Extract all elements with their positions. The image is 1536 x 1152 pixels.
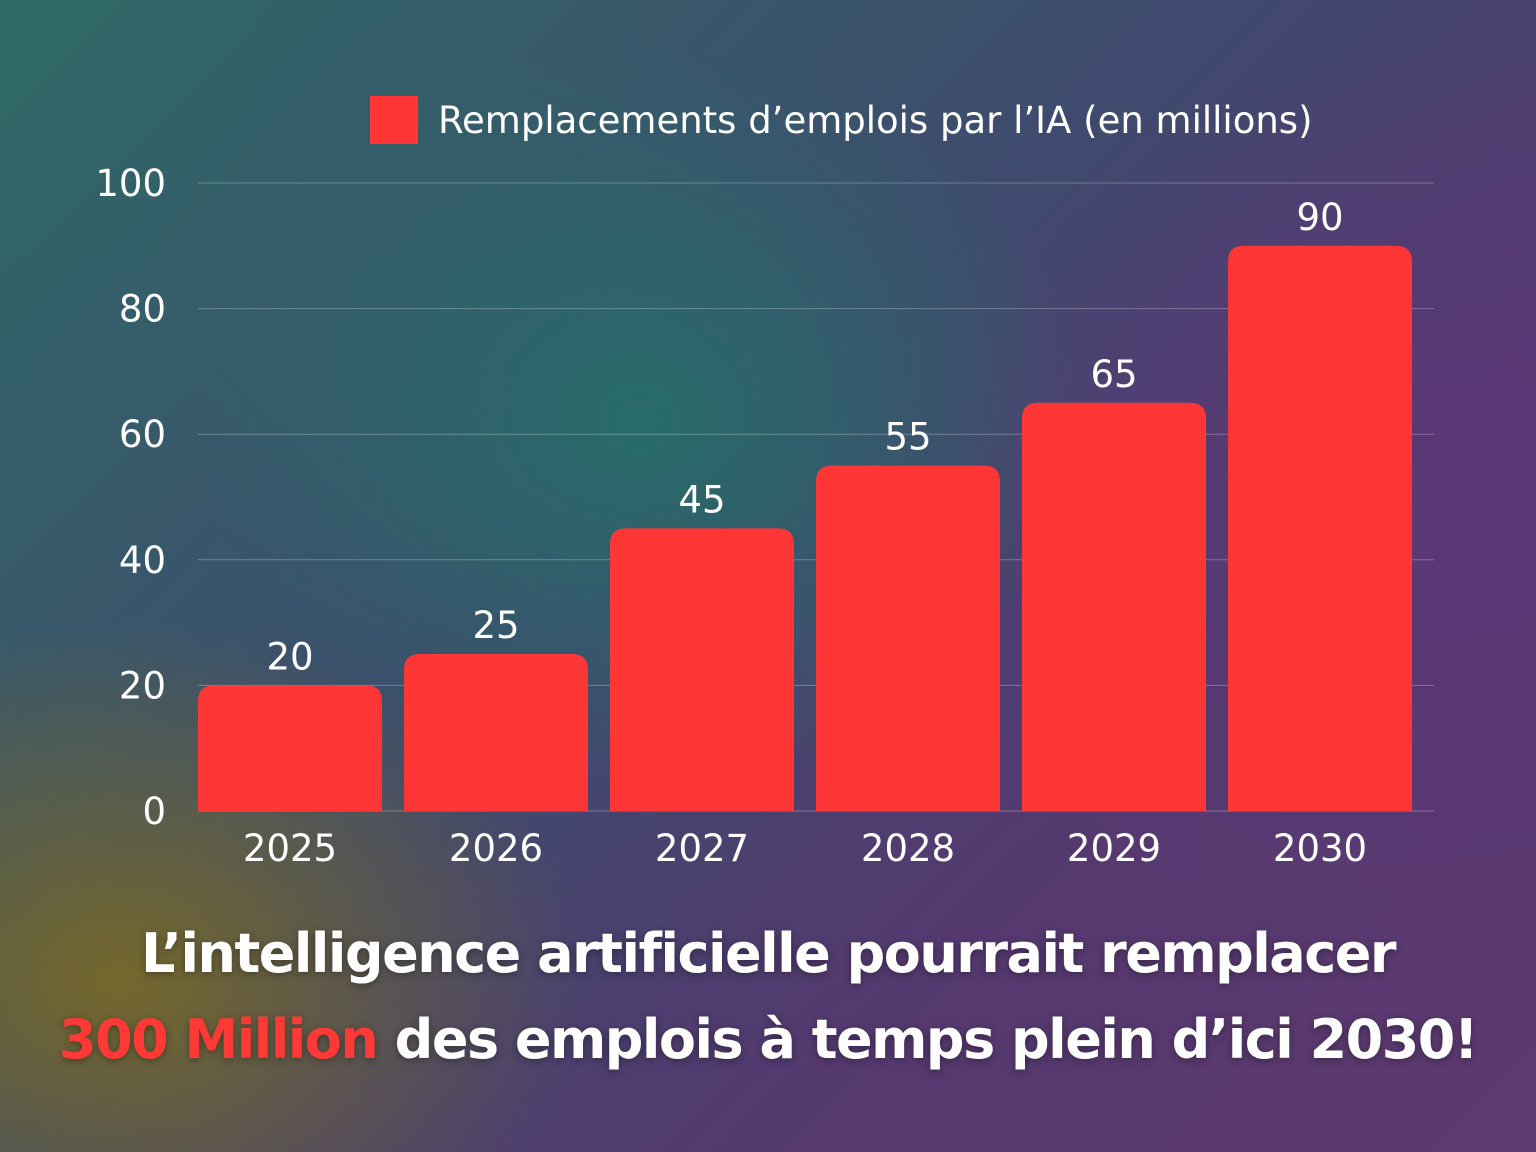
bar-2030	[1228, 245, 1412, 812]
x-tick-label-2028: 2028	[861, 827, 955, 870]
data-label-2028: 55	[884, 416, 931, 459]
y-tick-label: 40	[119, 539, 166, 582]
x-tick-label-2029: 2029	[1067, 827, 1161, 870]
bar-2028	[816, 465, 1000, 811]
y-tick-label: 100	[95, 162, 166, 205]
headline-highlight: 300 Million	[59, 1008, 379, 1071]
x-tick-label-2027: 2027	[655, 827, 749, 870]
bar-2026	[404, 654, 588, 811]
x-tick-label-2026: 2026	[449, 827, 543, 870]
bar-2025	[198, 685, 382, 811]
legend-swatch	[370, 96, 418, 144]
headline-rest: des emplois à temps plein d’ici 2030!	[377, 1008, 1479, 1071]
y-tick-label: 0	[142, 790, 166, 833]
data-label-2026: 25	[472, 604, 519, 647]
y-tick-label: 20	[119, 664, 166, 707]
headline-line-1: L’intelligence artificielle pourrait rem…	[141, 922, 1396, 985]
y-tick-label: 80	[119, 288, 166, 331]
bar-chart: 0 20 40 60 80 100 20 2025 25 2026 45 2027 55 2028 65 20…	[95, 162, 1412, 870]
headline-line-2: 300 Million des emplois à temps plein d’…	[0, 1008, 1536, 1071]
bar-2027	[610, 528, 794, 811]
x-tick-label-2030: 2030	[1273, 827, 1367, 870]
x-tick-label-2025: 2025	[243, 827, 337, 870]
data-label-2030: 90	[1296, 196, 1343, 239]
data-label-2029: 65	[1090, 353, 1137, 396]
y-tick-label: 60	[119, 413, 166, 456]
data-label-2027: 45	[678, 478, 725, 521]
bar-2029	[1022, 402, 1206, 811]
chart-legend: Remplacements d’emplois par l’IA (en mil…	[370, 92, 1313, 148]
legend-label: Remplacements d’emplois par l’IA (en mil…	[438, 98, 1313, 142]
data-label-2025: 20	[266, 635, 313, 678]
